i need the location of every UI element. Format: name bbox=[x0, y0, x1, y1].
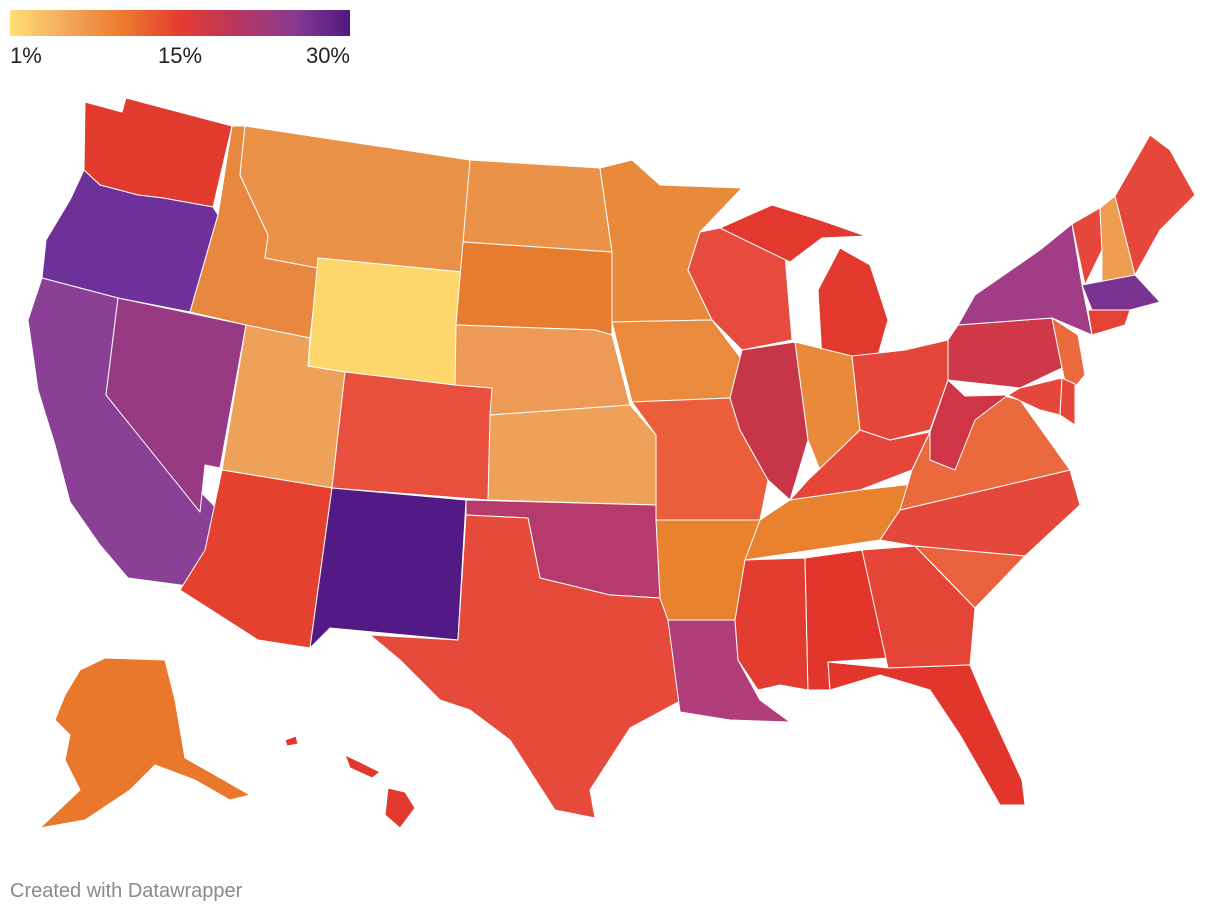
legend-gradient-bar bbox=[10, 10, 350, 36]
state-ct[interactable] bbox=[1087, 309, 1131, 336]
legend-min-label: 1% bbox=[10, 43, 42, 68]
state-sd[interactable] bbox=[455, 241, 613, 336]
state-ak[interactable] bbox=[39, 657, 251, 829]
state-ny[interactable] bbox=[957, 223, 1093, 336]
state-hi[interactable] bbox=[284, 735, 416, 829]
state-ky[interactable] bbox=[789, 429, 931, 501]
state-mt[interactable] bbox=[239, 125, 471, 273]
state-ms[interactable] bbox=[734, 557, 809, 691]
state-de[interactable] bbox=[1059, 377, 1076, 426]
state-fl[interactable] bbox=[827, 661, 1026, 806]
legend-max-label: 30% bbox=[305, 43, 350, 68]
state-ga[interactable] bbox=[861, 545, 976, 669]
state-co[interactable] bbox=[331, 371, 493, 501]
legend-mid-label: 15% bbox=[157, 43, 203, 68]
state-nd[interactable] bbox=[462, 159, 613, 253]
state-tx[interactable] bbox=[369, 514, 683, 819]
color-legend: 1% 15% 30% bbox=[10, 10, 350, 69]
datawrapper-credit: Created with Datawrapper bbox=[10, 880, 243, 902]
state-ks[interactable] bbox=[487, 404, 657, 506]
state-ia[interactable] bbox=[611, 319, 743, 403]
state-nj[interactable] bbox=[1051, 317, 1086, 396]
state-pa[interactable] bbox=[947, 317, 1063, 389]
state-wy[interactable] bbox=[307, 257, 463, 386]
state-wv[interactable] bbox=[929, 379, 1009, 471]
state-ma[interactable] bbox=[1081, 274, 1161, 311]
state-nm[interactable] bbox=[309, 487, 467, 649]
state-wi[interactable] bbox=[687, 227, 793, 351]
